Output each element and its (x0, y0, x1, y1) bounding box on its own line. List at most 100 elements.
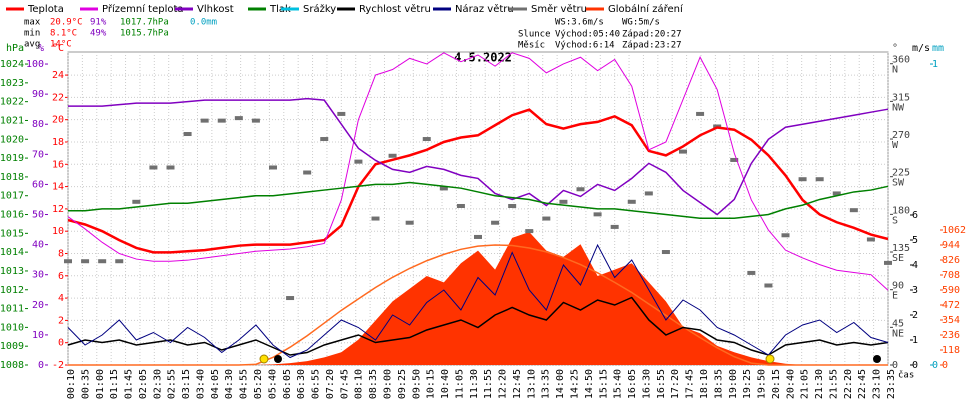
y-tick-label: 1009 (0, 341, 24, 352)
direction-mark (439, 186, 448, 191)
direction-mark (525, 229, 534, 234)
direction-mark (303, 170, 312, 175)
x-tick-label: 19:50 (757, 369, 768, 399)
y-tick-label: 0 (942, 360, 948, 371)
stat: 49% (90, 29, 107, 39)
axis-unit: mm (932, 43, 944, 54)
y-tick-label: 1023 (0, 78, 24, 89)
sun-icon (765, 354, 775, 364)
y-tick-label: 2 (912, 310, 918, 321)
axis-unit: % (38, 43, 44, 54)
axis-unit: ° (892, 43, 898, 54)
x-tick-label: 21:55 (828, 369, 839, 399)
y-tick-label: 1024 (0, 59, 24, 70)
y-tick-label: 1011 (0, 304, 24, 315)
y-tick-label: 12 (52, 204, 64, 215)
x-tick-label: 02:30 (152, 369, 163, 399)
x-tick-label: 09:50 (411, 369, 422, 399)
y-tick-label: 20 (52, 115, 64, 126)
x-tick-label: 01:45 (124, 369, 135, 399)
y-tick-label: 1015 (0, 228, 24, 239)
y-tick-label: -2 (52, 360, 64, 371)
direction-mark (798, 177, 807, 182)
direction-mark (832, 191, 841, 196)
direction-mark (388, 153, 397, 158)
info-moon: Měsíc (518, 41, 545, 51)
direction-mark (491, 220, 500, 225)
x-tick-label: 15:40 (613, 369, 624, 399)
y-tick-label: 3 (912, 285, 918, 296)
direction-mark (286, 296, 295, 301)
x-tick-label: 21:30 (814, 369, 825, 399)
direction-mark (64, 259, 72, 264)
x-tick-label: 21:05 (800, 369, 811, 399)
x-tick-label: 13:35 (541, 369, 552, 399)
direction-mark (132, 199, 141, 204)
y-tick-label: 20 (32, 300, 44, 311)
direction-mark (849, 208, 858, 213)
x-tick-label: 19:25 (742, 369, 753, 399)
y-tick-label: 22 (52, 92, 64, 103)
y-tick-label: 45 NE (892, 318, 904, 339)
legend-label: Srážky (303, 3, 336, 15)
y-tick-label: 118 (942, 345, 960, 356)
x-tick-label: 20:40 (785, 369, 796, 399)
direction-mark (337, 111, 346, 116)
y-tick-label: 70 (32, 149, 44, 160)
radiation-area (68, 232, 888, 365)
x-tick-label: 06:05 (282, 369, 293, 399)
direction-mark (217, 118, 226, 123)
y-tick-label: 315 NW (892, 92, 910, 113)
series-line (68, 97, 889, 216)
x-tick-label: 06:30 (296, 369, 307, 399)
series-line (67, 243, 889, 359)
direction-mark (251, 118, 260, 123)
x-tick-label: 04:05 (210, 369, 221, 399)
y-tick-label: 0 (58, 338, 64, 349)
info-moonset: Západ:23:27 (622, 41, 682, 51)
moon-icon (274, 355, 282, 363)
direction-mark (200, 118, 209, 123)
legend-label: Náraz větru (455, 3, 514, 15)
x-tick-label: 05:20 (253, 369, 264, 399)
x-tick-label: 11:05 (454, 369, 465, 399)
y-tick-label: 236 (942, 330, 960, 341)
legend-label: Tlak (269, 4, 291, 15)
x-tick-label: 23:35 (886, 369, 897, 399)
x-axis-label: čas (898, 370, 914, 381)
y-tick-label: 1019 (0, 153, 24, 164)
series-line (67, 52, 889, 291)
direction-mark (559, 199, 568, 204)
x-tick-label: 16:05 (627, 369, 638, 399)
direction-mark (474, 234, 482, 239)
legend-label: Vlhkost (197, 4, 234, 15)
legend-label: Směr větru (531, 3, 587, 15)
x-tick-label: 05:40 (267, 369, 278, 399)
y-tick-label: 1018 (0, 172, 24, 183)
x-tick-label: 03:15 (181, 369, 192, 399)
x-tick-label: 00:10 (66, 369, 77, 399)
y-tick-label: 100 (26, 59, 44, 70)
info-wg: WG:5m/s (622, 18, 660, 28)
direction-mark (593, 212, 602, 217)
stat: min (24, 29, 40, 39)
x-tick-label: 01:00 (95, 369, 106, 399)
y-tick-label: 10 (52, 226, 64, 237)
y-tick-label: 24 (52, 70, 64, 81)
direction-mark (456, 203, 465, 208)
stat: max (24, 18, 41, 28)
info-sunset: Západ:20:27 (622, 30, 682, 40)
x-tick-label: 22:20 (843, 369, 854, 399)
y-tick-label: 6 (58, 271, 64, 282)
x-tick-label: 08:35 (368, 369, 379, 399)
y-tick-label: 4 (912, 260, 918, 271)
y-tick-label: 40 (32, 240, 44, 251)
y-tick-label: 180 S (892, 205, 910, 226)
x-tick-label: 18:35 (713, 369, 724, 399)
y-tick-label: 1008 (0, 360, 24, 371)
direction-mark (115, 259, 124, 264)
y-tick-label: 30 (32, 270, 44, 281)
y-tick-label: 50 (32, 210, 44, 221)
direction-mark (576, 187, 585, 192)
x-tick-label: 06:55 (311, 369, 322, 399)
